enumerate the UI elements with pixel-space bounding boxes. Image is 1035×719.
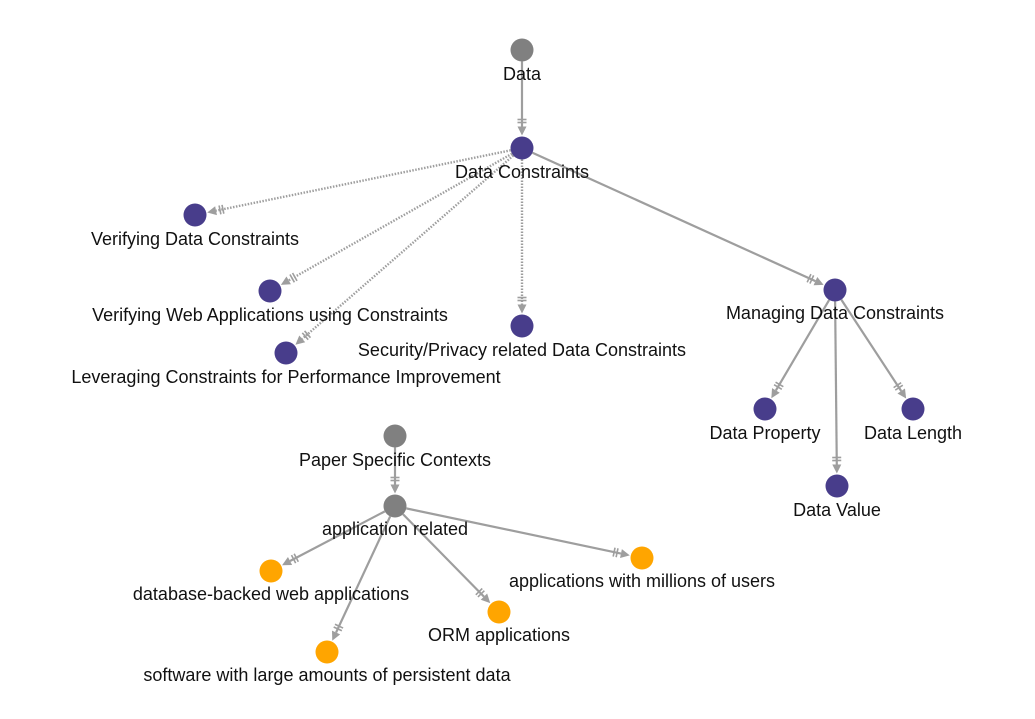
edge-line (289, 510, 386, 562)
edge-line (840, 299, 903, 392)
node-label-db-backed-web-apps: database-backed web applications (133, 584, 409, 604)
node-paper-specific-contexts[interactable] (383, 424, 407, 448)
node-apps-millions-users[interactable] (630, 546, 654, 570)
node-orm-apps[interactable] (487, 600, 511, 624)
edge-application_related-to-orm_apps (402, 513, 491, 604)
edge-bar-marker (806, 273, 812, 283)
node-managing-data-constraints[interactable] (823, 278, 847, 302)
edge-application_related-to-db_backed_web_apps (282, 510, 386, 566)
edge-arrowhead (517, 304, 527, 314)
edge-arrowhead (280, 276, 291, 285)
edge-bar-marker (221, 204, 225, 214)
edge-bar-marker (809, 275, 815, 284)
edge-managing_data_constraints-to-data_property (771, 299, 831, 399)
node-leveraging-constraints[interactable] (274, 341, 298, 365)
edge-arrowhead (295, 335, 306, 345)
edge-arrowhead (620, 549, 630, 558)
edge-line (774, 299, 831, 392)
edge-arrowhead (480, 593, 491, 604)
edge-arrowhead (331, 630, 341, 641)
edge-data_constraints-to-leveraging_constraints (295, 154, 515, 345)
edge-bar-marker (612, 547, 616, 557)
edge-bar-marker (773, 384, 783, 390)
edge-line (406, 507, 622, 555)
edge-bar-marker (303, 330, 312, 339)
node-db-backed-web-apps[interactable] (259, 559, 283, 583)
node-label-paper-specific-contexts: Paper Specific Contexts (299, 450, 491, 470)
edge-bar-marker (290, 554, 297, 564)
edge-bar-marker (293, 553, 300, 563)
edge-application_related-to-software_large_data (331, 515, 392, 641)
edge-arrowhead (390, 484, 400, 494)
node-data-length[interactable] (901, 397, 925, 421)
edge-bar-marker (289, 274, 296, 283)
edge-line (402, 513, 485, 598)
labels-layer: Data Data Constraints Verifying Data Const… (71, 64, 962, 685)
edge-arrowhead (771, 388, 780, 399)
edge-managing_data_constraints-to-data_value (832, 301, 842, 474)
edge-arrowhead (832, 464, 842, 474)
node-verifying-data-constraints[interactable] (183, 203, 207, 227)
edge-line (288, 152, 513, 282)
node-label-verifying-web-apps: Verifying Web Applications using Constra… (92, 305, 448, 325)
node-security-privacy[interactable] (510, 314, 534, 338)
node-label-apps-millions-users: applications with millions of users (509, 571, 775, 591)
node-label-leveraging-constraints: Leveraging Constraints for Performance I… (71, 367, 500, 387)
node-label-data: Data (503, 64, 542, 84)
node-software-large-data[interactable] (315, 640, 339, 664)
node-label-verifying-data-constraints: Verifying Data Constraints (91, 229, 299, 249)
edge-line (532, 151, 816, 283)
node-label-data-property: Data Property (709, 423, 820, 443)
edge-bar-marker (301, 332, 309, 341)
edge-arrowhead (517, 126, 527, 136)
edge-data_constraints-to-security_privacy (517, 159, 527, 314)
edge-arrowhead (207, 206, 217, 216)
node-data[interactable] (510, 38, 534, 62)
nodes-layer (183, 38, 925, 664)
node-label-application-related: application related (322, 519, 468, 539)
edge-line (834, 301, 838, 465)
edge-arrowhead (282, 557, 293, 566)
node-label-orm-apps: ORM applications (428, 625, 570, 645)
edge-line (215, 149, 511, 212)
edge-managing_data_constraints-to-data_length (840, 299, 907, 399)
node-data-constraints[interactable] (510, 136, 534, 160)
node-data-property[interactable] (753, 397, 777, 421)
edge-bar-marker (893, 382, 902, 389)
edge-bar-marker (291, 272, 298, 282)
node-label-managing-data-constraints: Managing Data Constraints (726, 303, 944, 323)
edges-layer (207, 61, 907, 641)
node-application-related[interactable] (383, 494, 407, 518)
edge-data_constraints-to-verifying_web_apps (280, 152, 513, 285)
node-data-value[interactable] (825, 474, 849, 498)
edge-bar-marker (333, 626, 343, 632)
edge-bar-marker (218, 205, 222, 215)
edge-arrowhead (897, 388, 907, 399)
edge-bar-marker (477, 590, 485, 598)
edge-paper_specific_contexts-to-application_related (390, 447, 400, 494)
edge-arrowhead (813, 277, 824, 286)
edge-bar-marker (894, 384, 904, 391)
edge-bar-marker (615, 548, 619, 558)
node-label-data-length: Data Length (864, 423, 962, 443)
node-label-data-constraints: Data Constraints (455, 162, 589, 182)
node-verifying-web-apps[interactable] (258, 279, 282, 303)
node-label-data-value: Data Value (793, 500, 881, 520)
edge-bar-marker (475, 587, 483, 596)
edge-bar-marker (775, 381, 784, 388)
node-label-software-large-data: software with large amounts of persisten… (143, 665, 511, 685)
edge-data_constraints-to-managing_data_constraints (532, 151, 824, 286)
node-label-security-privacy: Security/Privacy related Data Constraint… (358, 340, 686, 360)
edge-line (335, 515, 392, 633)
edge-bar-marker (334, 623, 344, 629)
edge-application_related-to-apps_millions_users (406, 507, 630, 558)
edge-data_constraints-to-verifying_data_constraints (207, 149, 511, 216)
edge-data-to-data_constraints (517, 61, 527, 136)
